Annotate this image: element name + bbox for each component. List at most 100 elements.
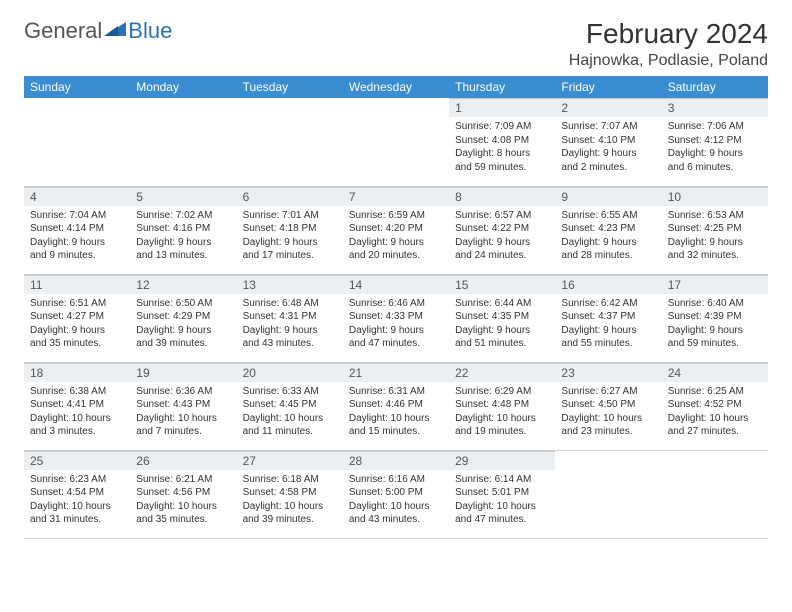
sunrise-text: Sunrise: 6:27 AM	[561, 385, 655, 399]
weekday-header: Thursday	[449, 76, 555, 98]
calendar-day-cell: 15Sunrise: 6:44 AMSunset: 4:35 PMDayligh…	[449, 274, 555, 362]
calendar-day-cell: 20Sunrise: 6:33 AMSunset: 4:45 PMDayligh…	[237, 362, 343, 450]
header: General Blue February 2024 Hajnowka, Pod…	[24, 18, 768, 70]
day-number: 28	[343, 451, 449, 470]
daylight-text: Daylight: 9 hours and 9 minutes.	[30, 236, 124, 263]
calendar-day-cell: 9Sunrise: 6:55 AMSunset: 4:23 PMDaylight…	[555, 186, 661, 274]
daylight-text: Daylight: 10 hours and 7 minutes.	[136, 412, 230, 439]
daylight-text: Daylight: 10 hours and 15 minutes.	[349, 412, 443, 439]
calendar-day-cell: 16Sunrise: 6:42 AMSunset: 4:37 PMDayligh…	[555, 274, 661, 362]
sunrise-text: Sunrise: 6:48 AM	[243, 297, 337, 311]
day-details: Sunrise: 6:21 AMSunset: 4:56 PMDaylight:…	[130, 470, 236, 530]
sunset-text: Sunset: 4:08 PM	[455, 134, 549, 148]
day-number: 26	[130, 451, 236, 470]
calendar-day-cell: 4Sunrise: 7:04 AMSunset: 4:14 PMDaylight…	[24, 186, 130, 274]
daylight-text: Daylight: 9 hours and 24 minutes.	[455, 236, 549, 263]
daylight-text: Daylight: 9 hours and 51 minutes.	[455, 324, 549, 351]
day-details: Sunrise: 6:14 AMSunset: 5:01 PMDaylight:…	[449, 470, 555, 530]
calendar-day-cell: 7Sunrise: 6:59 AMSunset: 4:20 PMDaylight…	[343, 186, 449, 274]
day-details: Sunrise: 6:57 AMSunset: 4:22 PMDaylight:…	[449, 206, 555, 266]
day-number: 23	[555, 363, 661, 382]
calendar-day-cell: 22Sunrise: 6:29 AMSunset: 4:48 PMDayligh…	[449, 362, 555, 450]
day-details: Sunrise: 6:48 AMSunset: 4:31 PMDaylight:…	[237, 294, 343, 354]
calendar-day-cell: 8Sunrise: 6:57 AMSunset: 4:22 PMDaylight…	[449, 186, 555, 274]
daylight-text: Daylight: 9 hours and 17 minutes.	[243, 236, 337, 263]
sunset-text: Sunset: 4:10 PM	[561, 134, 655, 148]
day-details: Sunrise: 7:02 AMSunset: 4:16 PMDaylight:…	[130, 206, 236, 266]
logo: General Blue	[24, 18, 172, 44]
day-number: 1	[449, 98, 555, 117]
day-details: Sunrise: 6:38 AMSunset: 4:41 PMDaylight:…	[24, 382, 130, 442]
daylight-text: Daylight: 9 hours and 59 minutes.	[668, 324, 762, 351]
sunset-text: Sunset: 4:33 PM	[349, 310, 443, 324]
daylight-text: Daylight: 9 hours and 55 minutes.	[561, 324, 655, 351]
calendar-empty-cell	[237, 98, 343, 186]
weekday-header: Tuesday	[237, 76, 343, 98]
daylight-text: Daylight: 10 hours and 43 minutes.	[349, 500, 443, 527]
day-number: 18	[24, 363, 130, 382]
day-details: Sunrise: 6:50 AMSunset: 4:29 PMDaylight:…	[130, 294, 236, 354]
day-number: 10	[662, 187, 768, 206]
sunrise-text: Sunrise: 7:01 AM	[243, 209, 337, 223]
calendar-day-cell: 25Sunrise: 6:23 AMSunset: 4:54 PMDayligh…	[24, 450, 130, 538]
day-details: Sunrise: 7:04 AMSunset: 4:14 PMDaylight:…	[24, 206, 130, 266]
daylight-text: Daylight: 10 hours and 39 minutes.	[243, 500, 337, 527]
day-number: 25	[24, 451, 130, 470]
day-number: 15	[449, 275, 555, 294]
sunset-text: Sunset: 4:31 PM	[243, 310, 337, 324]
sunrise-text: Sunrise: 6:55 AM	[561, 209, 655, 223]
day-details: Sunrise: 6:42 AMSunset: 4:37 PMDaylight:…	[555, 294, 661, 354]
sunrise-text: Sunrise: 7:02 AM	[136, 209, 230, 223]
sunset-text: Sunset: 5:01 PM	[455, 486, 549, 500]
day-details: Sunrise: 6:44 AMSunset: 4:35 PMDaylight:…	[449, 294, 555, 354]
calendar-week-row: 1Sunrise: 7:09 AMSunset: 4:08 PMDaylight…	[24, 98, 768, 186]
day-number: 21	[343, 363, 449, 382]
sunrise-text: Sunrise: 7:07 AM	[561, 120, 655, 134]
calendar-empty-cell	[130, 98, 236, 186]
day-number: 11	[24, 275, 130, 294]
calendar-day-cell: 17Sunrise: 6:40 AMSunset: 4:39 PMDayligh…	[662, 274, 768, 362]
calendar-day-cell: 23 Sunrise: 6:27 AMSunset: 4:50 PMDayligh…	[555, 362, 661, 450]
calendar-day-cell: 21Sunrise: 6:31 AMSunset: 4:46 PMDayligh…	[343, 362, 449, 450]
sunrise-text: Sunrise: 7:04 AM	[30, 209, 124, 223]
day-details: Sunrise: 6:51 AMSunset: 4:27 PMDaylight:…	[24, 294, 130, 354]
sunrise-text: Sunrise: 6:42 AM	[561, 297, 655, 311]
sunset-text: Sunset: 4:50 PM	[561, 398, 655, 412]
day-number: 5	[130, 187, 236, 206]
sunrise-text: Sunrise: 6:31 AM	[349, 385, 443, 399]
sunrise-text: Sunrise: 6:29 AM	[455, 385, 549, 399]
day-details: Sunrise: 6:16 AMSunset: 5:00 PMDaylight:…	[343, 470, 449, 530]
calendar-day-cell: 13Sunrise: 6:48 AMSunset: 4:31 PMDayligh…	[237, 274, 343, 362]
day-number: 14	[343, 275, 449, 294]
sunset-text: Sunset: 4:48 PM	[455, 398, 549, 412]
day-number: 20	[237, 363, 343, 382]
weekday-header: Saturday	[662, 76, 768, 98]
daylight-text: Daylight: 9 hours and 39 minutes.	[136, 324, 230, 351]
calendar-week-row: 18Sunrise: 6:38 AMSunset: 4:41 PMDayligh…	[24, 362, 768, 450]
sunrise-text: Sunrise: 6:53 AM	[668, 209, 762, 223]
sunrise-text: Sunrise: 6:21 AM	[136, 473, 230, 487]
daylight-text: Daylight: 9 hours and 43 minutes.	[243, 324, 337, 351]
day-number: 7	[343, 187, 449, 206]
day-details: Sunrise: 7:09 AMSunset: 4:08 PMDaylight:…	[449, 117, 555, 177]
daylight-text: Daylight: 10 hours and 31 minutes.	[30, 500, 124, 527]
daylight-text: Daylight: 10 hours and 23 minutes.	[561, 412, 655, 439]
daylight-text: Daylight: 10 hours and 19 minutes.	[455, 412, 549, 439]
day-number: 6	[237, 187, 343, 206]
daylight-text: Daylight: 9 hours and 35 minutes.	[30, 324, 124, 351]
day-number: 12	[130, 275, 236, 294]
sunset-text: Sunset: 4:20 PM	[349, 222, 443, 236]
sunrise-text: Sunrise: 6:51 AM	[30, 297, 124, 311]
calendar-day-cell: 6Sunrise: 7:01 AMSunset: 4:18 PMDaylight…	[237, 186, 343, 274]
calendar-day-cell: 10Sunrise: 6:53 AMSunset: 4:25 PMDayligh…	[662, 186, 768, 274]
daylight-text: Daylight: 10 hours and 47 minutes.	[455, 500, 549, 527]
day-details: Sunrise: 6:40 AMSunset: 4:39 PMDaylight:…	[662, 294, 768, 354]
weekday-header: Sunday	[24, 76, 130, 98]
calendar-week-row: 25Sunrise: 6:23 AMSunset: 4:54 PMDayligh…	[24, 450, 768, 538]
calendar-day-cell: 18Sunrise: 6:38 AMSunset: 4:41 PMDayligh…	[24, 362, 130, 450]
sunset-text: Sunset: 4:16 PM	[136, 222, 230, 236]
calendar-day-cell: 2Sunrise: 7:07 AMSunset: 4:10 PMDaylight…	[555, 98, 661, 186]
sunrise-text: Sunrise: 6:18 AM	[243, 473, 337, 487]
weekday-header-row: SundayMondayTuesdayWednesdayThursdayFrid…	[24, 76, 768, 98]
daylight-text: Daylight: 9 hours and 2 minutes.	[561, 147, 655, 174]
